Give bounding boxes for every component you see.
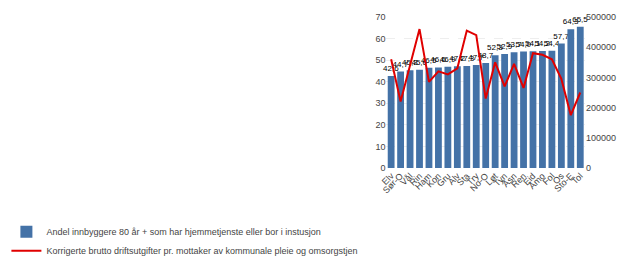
svg-text:47,7: 47,7 [468, 53, 484, 62]
svg-text:30: 30 [375, 98, 385, 108]
svg-text:Rin: Rin [407, 171, 424, 188]
svg-text:Os: Os [551, 171, 567, 187]
svg-text:45,3: 45,3 [402, 58, 418, 67]
svg-text:Alv: Alv [446, 171, 462, 187]
svg-text:Tyn: Tyn [492, 171, 509, 188]
svg-text:47,3: 47,3 [459, 54, 475, 63]
svg-text:57,7: 57,7 [553, 32, 569, 41]
svg-text:70: 70 [375, 12, 385, 22]
svg-text:Sør-O: Sør-O [381, 171, 405, 195]
svg-text:44,7: 44,7 [393, 60, 409, 69]
svg-text:Eid: Eid [521, 171, 537, 187]
svg-text:Try: Try [465, 171, 481, 187]
svg-text:54,1: 54,1 [525, 39, 541, 48]
svg-text:54,2: 54,2 [534, 39, 550, 48]
svg-text:Løt: Løt [483, 171, 500, 188]
svg-text:10: 10 [375, 142, 385, 152]
svg-text:46,6: 46,6 [430, 55, 446, 64]
svg-text:Vål: Vål [398, 171, 414, 187]
svg-text:54,4: 54,4 [544, 39, 560, 48]
svg-text:200000: 200000 [586, 103, 616, 113]
svg-text:64,3: 64,3 [563, 17, 579, 26]
svg-text:Sto-E: Sto-E [552, 171, 575, 194]
svg-text:Åmo: Åmo [527, 171, 547, 191]
svg-text:Åsn: Åsn [501, 171, 519, 189]
svg-text:50: 50 [375, 55, 385, 65]
svg-text:Ren: Ren [509, 171, 528, 190]
svg-text:46,9: 46,9 [440, 55, 456, 64]
svg-text:400000: 400000 [586, 42, 616, 52]
svg-text:42,6: 42,6 [383, 64, 399, 73]
svg-text:No-O: No-O [468, 171, 490, 193]
svg-text:Tol: Tol [570, 171, 585, 186]
svg-text:20: 20 [375, 120, 385, 130]
svg-text:53,7: 53,7 [506, 40, 522, 49]
svg-text:Andel innbyggere 80 år + som h: Andel innbyggere 80 år + som har hjemmet… [46, 227, 320, 237]
svg-text:0: 0 [380, 163, 385, 173]
svg-text:54,0: 54,0 [515, 40, 531, 49]
svg-text:40: 40 [375, 77, 385, 87]
svg-text:300000: 300000 [586, 73, 616, 83]
svg-text:100000: 100000 [586, 133, 616, 143]
svg-text:Kon: Kon [425, 171, 443, 189]
svg-text:Ham: Ham [413, 171, 434, 192]
svg-text:60: 60 [375, 34, 385, 44]
svg-text:Korrigerte brutto driftsutgift: Korrigerte brutto driftsutgifter pr. mot… [46, 246, 357, 256]
svg-text:48,7: 48,7 [478, 51, 494, 60]
svg-text:52,9: 52,9 [497, 42, 513, 51]
svg-text:Elv: Elv [380, 171, 396, 187]
svg-text:65,5: 65,5 [572, 15, 588, 24]
svg-text:47,2: 47,2 [449, 54, 465, 63]
svg-text:45,6: 45,6 [411, 58, 427, 67]
svg-text:500000: 500000 [586, 12, 616, 22]
svg-text:Fol: Fol [541, 171, 557, 187]
svg-text:52,3: 52,3 [487, 43, 503, 52]
svg-text:46,5: 46,5 [421, 56, 437, 65]
svg-text:Gru: Gru [435, 171, 453, 189]
svg-text:0: 0 [586, 163, 591, 173]
svg-text:Sta: Sta [455, 171, 472, 188]
